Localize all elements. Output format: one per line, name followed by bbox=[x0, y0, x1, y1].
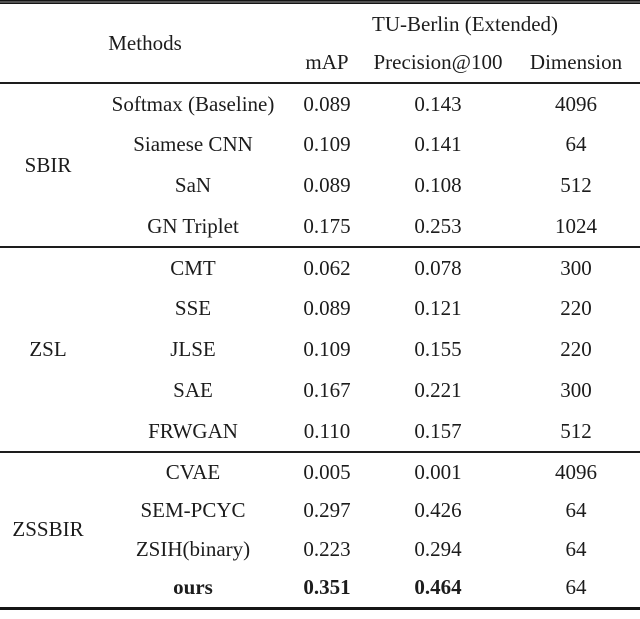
method-cell: SaN bbox=[174, 173, 212, 197]
group-label-zsl: ZSL bbox=[0, 247, 96, 453]
column-header-precision: Precision@100 bbox=[364, 43, 512, 84]
dataset-header: TU-Berlin (Extended) bbox=[372, 11, 559, 36]
precision-cell: 0.108 bbox=[414, 173, 462, 197]
group-label-zssbir: ZSSBIR bbox=[12, 517, 84, 542]
dimension-cell: 220 bbox=[560, 337, 592, 361]
table-row: SBIR Softmax (Baseline) 0.089 0.143 4096 bbox=[0, 83, 640, 248]
method-cell: SSE bbox=[174, 296, 212, 320]
map-cell: 0.089 bbox=[303, 91, 351, 116]
table-row-ours: ours 0.351 0.464 64 bbox=[0, 569, 640, 608]
method-cell: CMT bbox=[170, 255, 216, 280]
table-row: SAE 0.167 0.221 300 bbox=[0, 370, 640, 411]
header-row-metrics: mAP Precision@100 Dimension bbox=[0, 43, 640, 84]
dimension-cell: 1024 bbox=[512, 206, 640, 248]
map-cell: 0.109 bbox=[303, 337, 351, 361]
method-cell: CVAE bbox=[165, 459, 221, 484]
results-table: Methods TU-Berlin (Extended) mAP Precisi… bbox=[0, 5, 640, 610]
method-cell: SEM-PCYC bbox=[140, 498, 246, 522]
table-top-rule bbox=[0, 0, 640, 5]
method-cell: Siamese CNN bbox=[133, 132, 253, 156]
precision-cell: 0.143 bbox=[414, 91, 462, 116]
map-cell: 0.089 bbox=[303, 296, 351, 320]
dimension-cell: 64 bbox=[565, 498, 587, 522]
precision-cell: 0.121 bbox=[414, 296, 462, 320]
precision-cell: 0.001 bbox=[414, 459, 462, 484]
map-cell: 0.110 bbox=[290, 411, 364, 453]
column-header-map: mAP bbox=[290, 43, 364, 84]
precision-cell: 0.426 bbox=[414, 498, 462, 522]
column-header-dimension: Dimension bbox=[512, 43, 640, 84]
precision-cell: 0.078 bbox=[414, 255, 462, 280]
table-row: SaN 0.089 0.108 512 bbox=[0, 165, 640, 206]
dimension-cell: 64 bbox=[565, 132, 587, 156]
map-cell: 0.175 bbox=[290, 206, 364, 248]
method-cell: GN Triplet bbox=[96, 206, 290, 248]
dimension-cell: 220 bbox=[560, 296, 592, 320]
precision-cell: 0.141 bbox=[414, 132, 462, 156]
dimension-cell: 300 bbox=[560, 378, 592, 402]
precision-cell: 0.157 bbox=[364, 411, 512, 453]
map-cell: 0.109 bbox=[303, 132, 351, 156]
table-row: ZSIH(binary) 0.223 0.294 64 bbox=[0, 530, 640, 569]
precision-cell: 0.155 bbox=[414, 337, 462, 361]
map-cell: 0.223 bbox=[303, 537, 351, 561]
group-zsl: ZSL CMT 0.062 0.078 300 SSE 0.089 0.121 … bbox=[0, 247, 640, 453]
dimension-cell: 4096 bbox=[555, 459, 598, 484]
dimension-cell: 512 bbox=[560, 173, 592, 197]
method-cell: FRWGAN bbox=[96, 411, 290, 453]
table-row: Siamese CNN 0.109 0.141 64 bbox=[0, 124, 640, 165]
map-cell: 0.297 bbox=[303, 498, 351, 522]
map-cell: 0.089 bbox=[303, 173, 351, 197]
group-zssbir: ZSSBIR CVAE 0.005 0.001 4096 SEM-PCYC 0.… bbox=[0, 452, 640, 608]
table-row: ZSSBIR CVAE 0.005 0.001 4096 bbox=[0, 452, 640, 542]
table-header: Methods TU-Berlin (Extended) mAP Precisi… bbox=[0, 5, 640, 84]
table-row: ZSL CMT 0.062 0.078 300 bbox=[0, 247, 640, 453]
method-cell: Softmax (Baseline) bbox=[111, 91, 275, 116]
header-row-dataset: Methods TU-Berlin (Extended) bbox=[0, 5, 640, 84]
precision-cell: 0.221 bbox=[414, 378, 462, 402]
method-cell: JLSE bbox=[170, 337, 216, 361]
table-row: FRWGAN 0.110 0.157 512 bbox=[0, 411, 640, 453]
map-cell: 0.062 bbox=[303, 255, 351, 280]
precision-cell: 0.464 bbox=[414, 575, 462, 600]
table-row: SEM-PCYC 0.297 0.426 64 bbox=[0, 491, 640, 530]
table-row: SSE 0.089 0.121 220 bbox=[0, 288, 640, 329]
method-cell: SAE bbox=[173, 378, 213, 402]
precision-cell: 0.294 bbox=[414, 537, 462, 561]
group-sbir: SBIR Softmax (Baseline) 0.089 0.143 4096… bbox=[0, 83, 640, 248]
map-cell: 0.167 bbox=[303, 378, 351, 402]
method-cell: ZSIH(binary) bbox=[135, 537, 251, 561]
group-label-sbir: SBIR bbox=[0, 83, 96, 248]
dimension-cell: 64 bbox=[565, 537, 587, 561]
map-cell: 0.005 bbox=[303, 459, 351, 484]
table-row: JLSE 0.109 0.155 220 bbox=[0, 329, 640, 370]
map-cell: 0.351 bbox=[303, 575, 351, 600]
methods-column-header: Methods bbox=[0, 5, 290, 84]
dimension-cell: 64 bbox=[565, 575, 587, 600]
method-cell: ours bbox=[173, 575, 213, 600]
precision-cell: 0.253 bbox=[364, 206, 512, 248]
dimension-cell: 300 bbox=[560, 255, 592, 280]
dimension-cell: 4096 bbox=[555, 91, 598, 116]
table-row: GN Triplet 0.175 0.253 1024 bbox=[0, 206, 640, 248]
dimension-cell: 512 bbox=[512, 411, 640, 453]
